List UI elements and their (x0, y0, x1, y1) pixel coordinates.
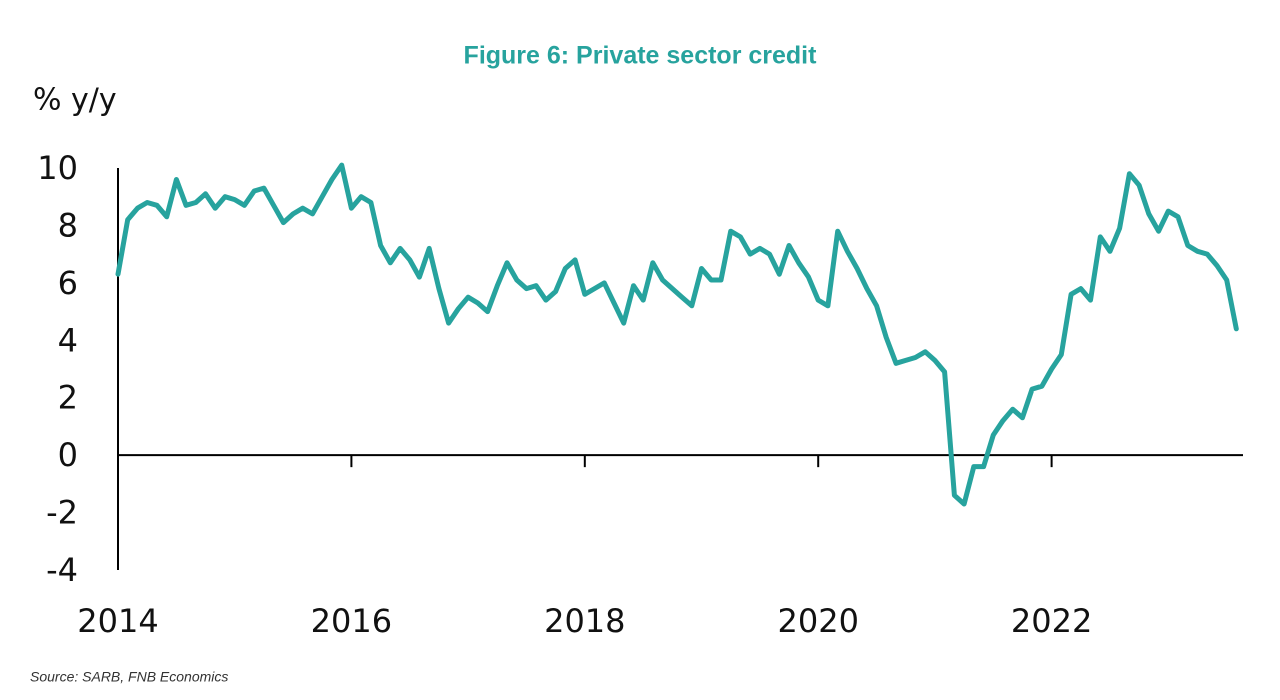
y-tick-label: 10 (37, 149, 78, 187)
x-tick-label: 2018 (544, 602, 625, 640)
y-tick-label: -2 (46, 494, 78, 532)
source-note: Source: SARB, FNB Economics (30, 669, 228, 685)
y-tick-label: 2 (58, 379, 78, 417)
y-tick-label: 8 (58, 206, 78, 244)
y-tick-label: 0 (58, 436, 78, 474)
x-tick-label: 2022 (1011, 602, 1092, 640)
data-line (115, 162, 1239, 507)
x-tick-label: 2020 (777, 602, 858, 640)
y-tick-label: -4 (46, 551, 78, 589)
chart-title: Figure 6: Private sector credit (464, 42, 818, 70)
y-tick-label: 4 (58, 321, 78, 359)
y-axis-label: % y/y (33, 83, 117, 118)
y-tick-label: 6 (58, 264, 78, 302)
x-tick-label: 2014 (77, 602, 158, 640)
x-tick-label: 2016 (311, 602, 392, 640)
